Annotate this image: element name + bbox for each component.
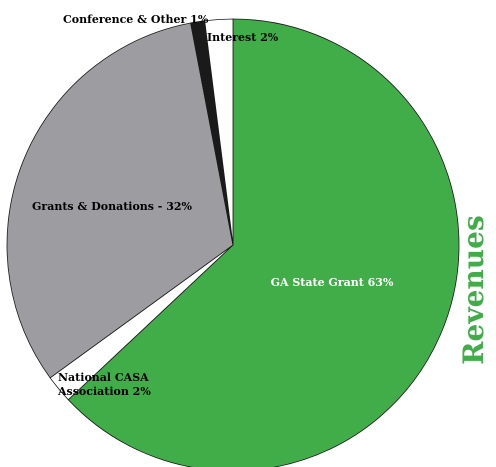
slice-label-national-casa-line2: Association 2%	[57, 385, 151, 398]
slice-label-interest: Interest 2%	[207, 31, 279, 44]
pie-slice-grants-donations	[6, 22, 234, 379]
slice-label-conference-other: Conference & Other 1%	[63, 13, 209, 26]
pie-slice-interest	[204, 18, 234, 246]
slice-label-grants-donations: Grants & Donations - 32%	[32, 200, 192, 213]
slice-label-ga-state-grant: GA State Grant 63%	[271, 276, 394, 289]
chart-title: Revenues	[457, 215, 490, 364]
pie-labels: GA State Grant 63% National CASA Associa…	[32, 13, 394, 398]
slice-label-national-casa-line1: National CASA	[58, 371, 149, 384]
pie-slices	[6, 18, 460, 467]
pie-slice-ga-state-grant	[67, 18, 460, 467]
